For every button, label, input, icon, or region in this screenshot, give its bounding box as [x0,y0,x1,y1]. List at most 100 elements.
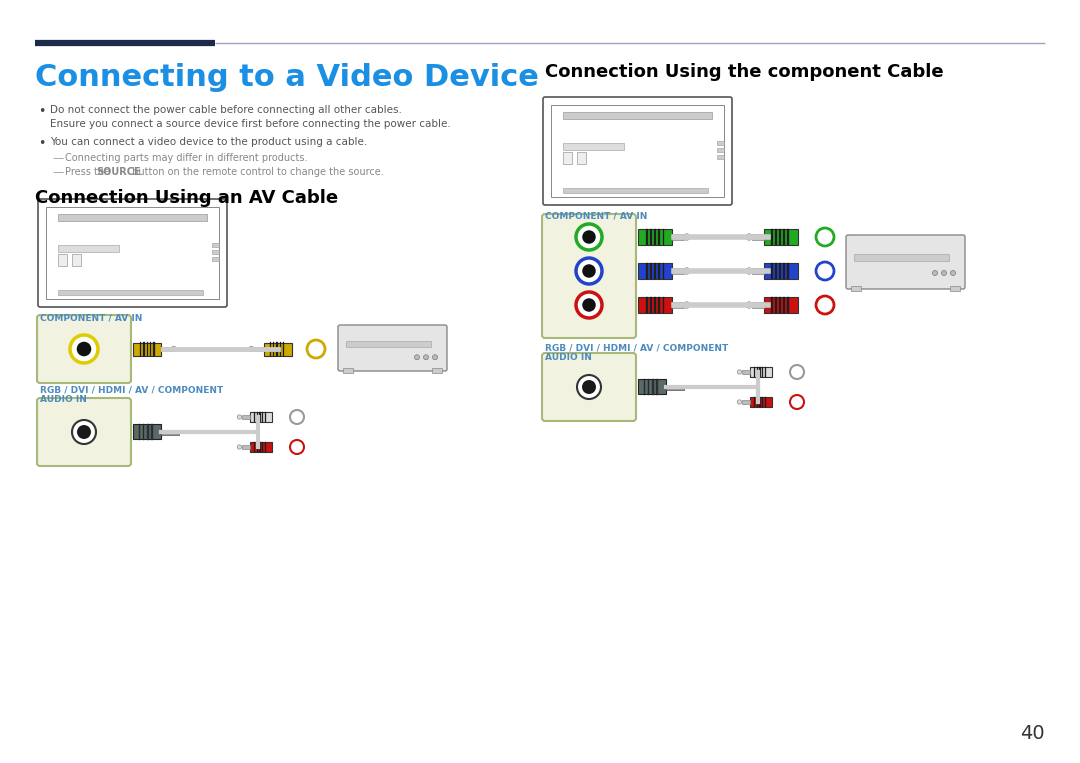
Bar [58,214,207,221]
Bar [551,105,724,197]
Circle shape [291,440,303,454]
Bar [662,229,664,245]
Circle shape [576,258,602,284]
Bar [659,297,660,313]
Bar [259,412,260,423]
Bar [662,263,664,279]
Bar [242,415,249,419]
Bar [270,343,271,356]
Circle shape [70,335,98,363]
Bar [563,152,572,164]
Bar [765,397,766,407]
Circle shape [248,346,254,352]
Bar [647,297,648,313]
Bar [647,263,648,279]
Bar [754,367,755,378]
Circle shape [77,342,92,356]
Circle shape [577,375,600,399]
Bar [753,234,765,240]
Bar [563,188,708,193]
Bar [659,263,660,279]
Circle shape [238,445,242,449]
Bar [650,229,652,245]
Text: COMPONENT / AV IN: COMPONENT / AV IN [40,313,143,322]
Circle shape [738,370,742,374]
Bar [346,341,431,347]
Bar [58,290,203,295]
Bar [212,257,219,261]
Bar [659,229,660,245]
Circle shape [576,224,602,250]
FancyBboxPatch shape [542,353,636,421]
Bar [787,263,788,279]
Circle shape [746,301,753,308]
Bar [765,263,798,278]
Bar [775,297,777,313]
Text: You can connect a video device to the product using a cable.: You can connect a video device to the pr… [50,137,367,147]
FancyBboxPatch shape [37,398,131,466]
Bar [666,385,684,389]
Bar [783,263,785,279]
FancyBboxPatch shape [542,214,636,338]
Bar [133,343,161,356]
Circle shape [684,268,690,274]
Bar [161,430,179,434]
Circle shape [432,355,437,359]
Bar [759,367,760,378]
FancyBboxPatch shape [38,199,227,307]
Circle shape [789,395,804,409]
Bar [264,343,292,356]
Bar [254,346,264,351]
Bar [650,263,652,279]
Bar [779,297,781,313]
Bar [262,412,264,423]
Text: —: — [52,167,63,177]
Bar [58,254,67,266]
Bar [147,343,148,356]
Text: Ensure you connect a source device first before connecting the power cable.: Ensure you connect a source device first… [50,119,450,129]
Bar [249,412,272,422]
Circle shape [238,415,242,419]
Circle shape [582,264,596,278]
Bar [254,412,255,423]
Circle shape [942,271,946,275]
Bar [144,343,145,356]
Bar [753,269,765,274]
Bar [143,423,145,439]
Bar [343,368,353,373]
Bar [672,302,684,307]
Text: •: • [38,137,45,150]
Bar [161,346,171,351]
Bar [851,286,861,291]
Circle shape [746,268,753,274]
Bar [765,229,798,245]
Bar [249,442,272,452]
Bar [753,302,765,307]
Circle shape [423,355,429,359]
Text: Connection Using the component Cable: Connection Using the component Cable [545,63,944,81]
Bar [771,297,773,313]
Bar [212,243,219,247]
FancyBboxPatch shape [37,315,131,383]
Bar [771,263,773,279]
Bar [276,343,278,356]
Bar [771,229,773,245]
Text: SOURCE: SOURCE [96,167,140,177]
Bar [650,297,652,313]
Circle shape [816,228,834,246]
Bar [72,254,81,266]
Bar [257,412,258,423]
Circle shape [684,301,690,308]
Bar [757,367,758,378]
Bar [265,412,266,423]
Bar [577,152,586,164]
Text: •: • [38,105,45,118]
Bar [775,229,777,245]
Circle shape [789,365,804,379]
Text: 40: 40 [1021,724,1045,743]
Bar [638,229,672,245]
Bar [432,368,442,373]
Bar [750,367,772,377]
Text: Do not connect the power cable before connecting all other cables.: Do not connect the power cable before co… [50,105,402,115]
Text: RGB / DVI / HDMI / AV / COMPONENT
AUDIO IN: RGB / DVI / HDMI / AV / COMPONENT AUDIO … [545,343,728,362]
